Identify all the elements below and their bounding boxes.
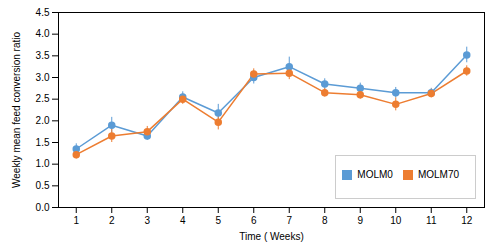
svg-text:4.0: 4.0 — [36, 28, 50, 39]
svg-text:1.0: 1.0 — [36, 158, 50, 169]
svg-text:0.5: 0.5 — [36, 180, 50, 191]
svg-text:0.0: 0.0 — [36, 202, 50, 213]
html-text:MOLM0: MOLM0 — [357, 169, 393, 180]
svg-text:10: 10 — [390, 215, 402, 226]
svg-text:5: 5 — [215, 215, 221, 226]
svg-text:4: 4 — [180, 215, 186, 226]
svg-text:11: 11 — [426, 215, 437, 226]
svg-text:3: 3 — [144, 215, 150, 226]
svg-text:6: 6 — [251, 215, 257, 226]
svg-text:3.5: 3.5 — [36, 50, 50, 61]
svg-text:2.0: 2.0 — [36, 115, 50, 126]
svg-text:9: 9 — [357, 215, 363, 226]
svg-text:3.0: 3.0 — [36, 72, 50, 83]
svg-text:2.5: 2.5 — [36, 93, 50, 104]
svg-text:2: 2 — [109, 215, 115, 226]
svg-text:1.5: 1.5 — [36, 137, 50, 148]
svg-text:1: 1 — [73, 215, 79, 226]
svg-text:8: 8 — [322, 215, 328, 226]
html-text:MOLM70: MOLM70 — [417, 169, 459, 180]
svg-text:7: 7 — [286, 215, 292, 226]
svg-text:Time ( Weeks): Time ( Weeks) — [239, 231, 303, 242]
svg-text:Weekly mean feed conversion ra: Weekly mean feed conversion ratio — [11, 32, 22, 188]
svg-text:12: 12 — [461, 215, 473, 226]
svg-text:4.5: 4.5 — [36, 7, 50, 18]
